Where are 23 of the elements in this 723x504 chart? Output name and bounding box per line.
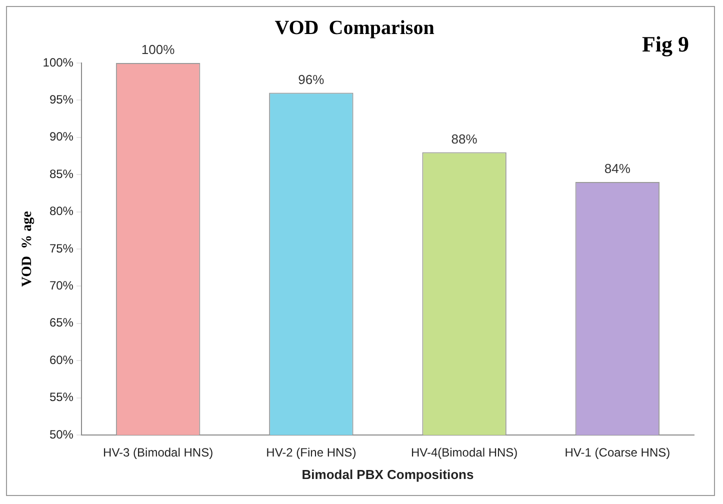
y-tick-label: 100% bbox=[42, 55, 74, 70]
y-tick-label: 60% bbox=[49, 352, 74, 367]
caption: Fig 9 bbox=[642, 32, 689, 57]
y-tick-label: 65% bbox=[49, 316, 74, 330]
x-tick-label: HV-4(Bimodal HNS) bbox=[410, 446, 518, 460]
y-tick-label: 80% bbox=[49, 204, 74, 218]
y-tick-label: 85% bbox=[49, 166, 74, 181]
y-tick-label: 75% bbox=[49, 241, 74, 256]
y-tick-label: 70% bbox=[49, 278, 74, 293]
x-axis-title: Bimodal PBX Compositions bbox=[302, 466, 474, 482]
y-tick-label: 55% bbox=[49, 390, 74, 404]
data-label: 100% bbox=[141, 42, 176, 58]
y-axis-title: VOD % age bbox=[20, 211, 36, 287]
chart-title: VOD Comparison bbox=[274, 17, 434, 40]
data-label: 96% bbox=[298, 72, 325, 87]
y-tick-label: 95% bbox=[49, 92, 74, 107]
data-label: 88% bbox=[451, 131, 478, 146]
x-tick-label: HV-1 (Coarse HNS) bbox=[564, 446, 670, 460]
data-label: 84% bbox=[604, 161, 631, 176]
y-tick-label: 90% bbox=[49, 130, 74, 144]
y-tick-label: 50% bbox=[49, 427, 74, 442]
x-tick-label: HV-2 (Fine HNS) bbox=[266, 446, 356, 460]
x-tick-label: HV-3 (Bimodal HNS) bbox=[103, 446, 214, 460]
